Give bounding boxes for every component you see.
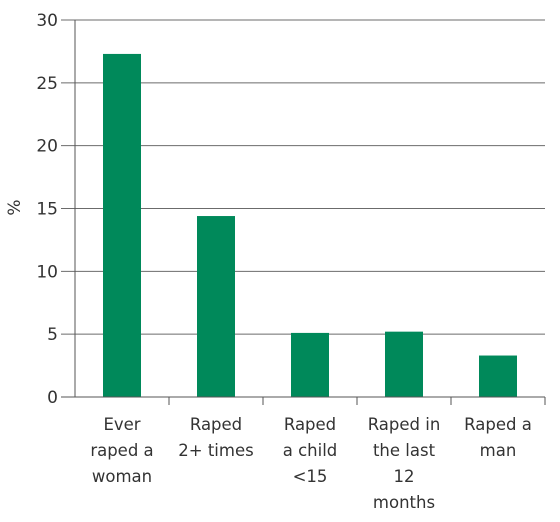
y-tick-label: 0 (47, 388, 58, 408)
bar (197, 216, 235, 397)
y-tick-label: 25 (36, 74, 58, 94)
axes (61, 20, 546, 405)
x-category-label: Raped a child <15 (283, 415, 338, 486)
x-category-label: Ever raped a woman (90, 415, 153, 486)
bars (103, 53, 517, 398)
bar (291, 332, 329, 397)
x-category-label: Raped in the last 12 months (368, 415, 441, 512)
x-category-label: Raped 2+ times (178, 415, 253, 460)
bar (385, 331, 423, 397)
bar (103, 53, 141, 398)
y-tick-label: 20 (36, 137, 58, 157)
y-axis-title: % (5, 199, 25, 215)
y-axis-ticks: 0 5 10 15 20 25 30 (36, 11, 58, 408)
x-category-label: Raped a man (464, 415, 532, 460)
y-tick-label: 30 (36, 11, 58, 31)
gridlines (61, 19, 545, 335)
x-axis-labels: Ever raped a woman Raped 2+ times Raped a chil… (90, 415, 532, 512)
bar (479, 355, 517, 397)
y-tick-label: 5 (47, 325, 58, 345)
y-tick-label: 10 (36, 262, 58, 282)
y-tick-label: 15 (36, 200, 58, 220)
